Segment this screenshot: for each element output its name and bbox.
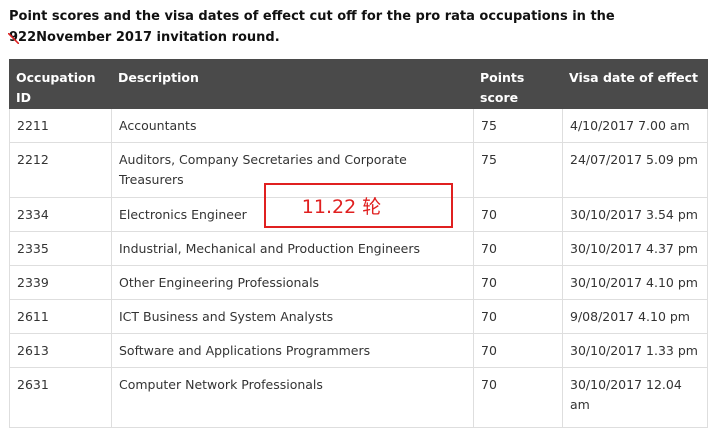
cell-description: Software and Applications Programmers — [111, 333, 474, 368]
cell-occupation-id: 2631 — [9, 367, 112, 428]
header-visa-date: Visa date of effect — [562, 59, 708, 109]
cell-description: Computer Network Professionals — [111, 367, 474, 428]
cell-occupation-id: 2611 — [9, 299, 112, 334]
cell-description: Industrial, Mechanical and Production En… — [111, 231, 474, 266]
table-row: 2211 Accountants 75 4/10/2017 7.00 am — [9, 108, 708, 143]
cell-description: ICT Business and System Analysts — [111, 299, 474, 334]
table-row: 2212 Auditors, Company Secretaries and C… — [9, 142, 708, 198]
cell-description: Other Engineering Professionals — [111, 265, 474, 300]
struck-digit: 9 — [9, 30, 19, 45]
caption-text-end: 22November 2017 invitation round. — [18, 30, 280, 45]
cell-occupation-id: 2335 — [9, 231, 112, 266]
table-row: 2613 Software and Applications Programme… — [9, 333, 708, 368]
cell-points-score: 70 — [473, 333, 563, 368]
cell-points-score: 70 — [473, 299, 563, 334]
table-row: 2335 Industrial, Mechanical and Producti… — [9, 231, 708, 266]
cell-visa-date: 30/10/2017 12.04 am — [562, 367, 708, 428]
cell-points-score: 75 — [473, 108, 563, 143]
cell-points-score: 70 — [473, 265, 563, 300]
cell-visa-date: 9/08/2017 4.10 pm — [562, 299, 708, 334]
cell-occupation-id: 2613 — [9, 333, 112, 368]
cell-points-score: 70 — [473, 197, 563, 232]
cell-occupation-id: 2339 — [9, 265, 112, 300]
cell-points-score: 70 — [473, 367, 563, 428]
header-description: Description — [111, 59, 474, 109]
cell-visa-date: 30/10/2017 1.33 pm — [562, 333, 708, 368]
table-row: 2631 Computer Network Professionals 70 3… — [9, 367, 708, 428]
cell-description: Electronics Engineer — [111, 197, 474, 232]
cell-occupation-id: 2334 — [9, 197, 112, 232]
cell-visa-date: 30/10/2017 3.54 pm — [562, 197, 708, 232]
table-row: 2334 Electronics Engineer 70 30/10/2017 … — [9, 197, 708, 232]
cell-visa-date: 30/10/2017 4.37 pm — [562, 231, 708, 266]
cell-description: Accountants — [111, 108, 474, 143]
cell-points-score: 75 — [473, 142, 563, 198]
cell-visa-date: 30/10/2017 4.10 pm — [562, 265, 708, 300]
header-occupation-id: Occupation ID — [9, 59, 112, 109]
table-caption: Point scores and the visa dates of effec… — [9, 6, 709, 48]
table-row: 2611 ICT Business and System Analysts 70… — [9, 299, 708, 334]
table-row: 2339 Other Engineering Professionals 70 … — [9, 265, 708, 300]
cell-occupation-id: 2211 — [9, 108, 112, 143]
cell-points-score: 70 — [473, 231, 563, 266]
cell-occupation-id: 2212 — [9, 142, 112, 198]
table-header-row: Occupation ID Description Points score V… — [9, 59, 708, 109]
caption-text-start: Point scores and the visa dates of effec… — [9, 9, 615, 24]
cell-visa-date: 24/07/2017 5.09 pm — [562, 142, 708, 198]
header-points-score: Points score — [473, 59, 563, 109]
cell-visa-date: 4/10/2017 7.00 am — [562, 108, 708, 143]
occupations-table: Occupation ID Description Points score V… — [9, 59, 708, 428]
cell-description: Auditors, Company Secretaries and Corpor… — [111, 142, 474, 198]
